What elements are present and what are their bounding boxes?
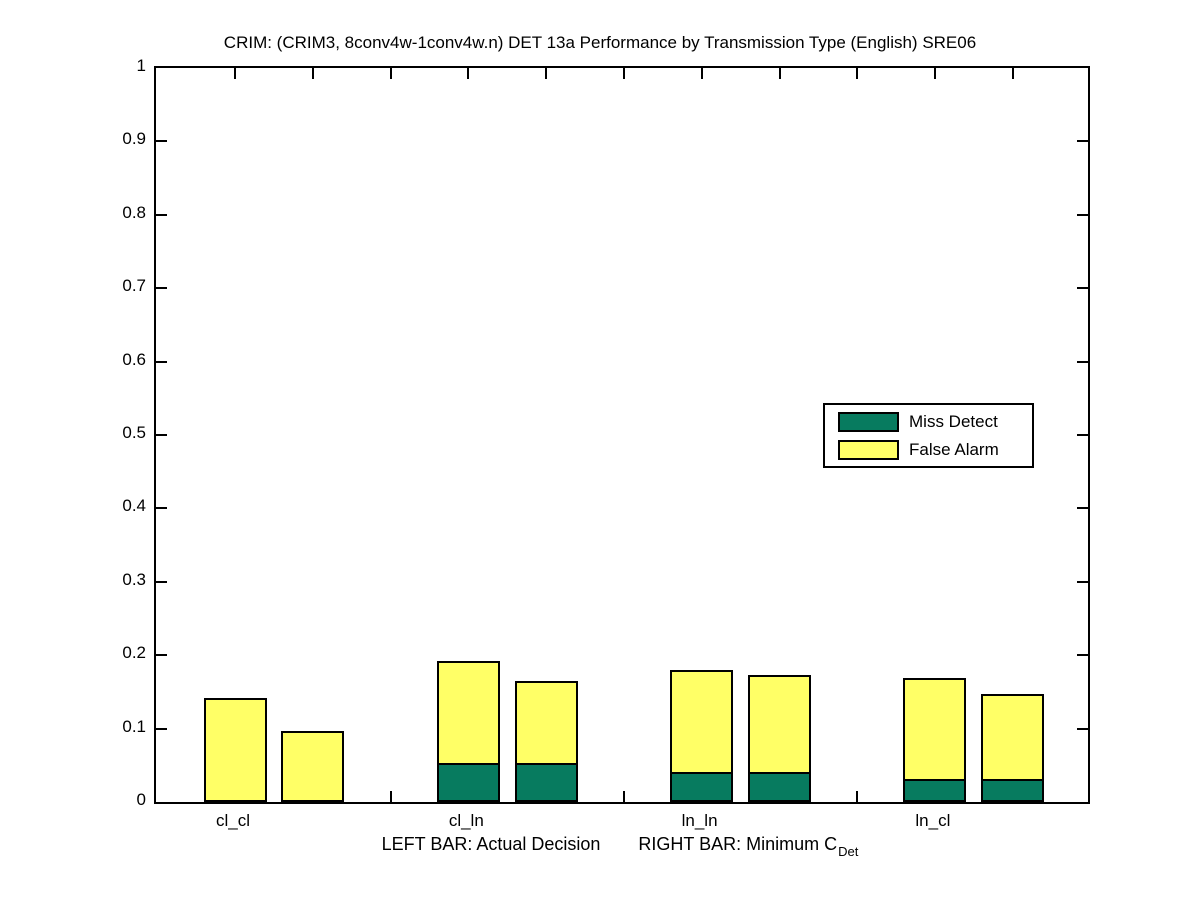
x-axis-tick-top [623, 68, 625, 79]
y-axis-tick-left [156, 287, 167, 290]
bar-min-cdet-ln_cl [981, 694, 1045, 802]
legend: Miss Detect False Alarm [823, 403, 1034, 468]
y-axis-tick-left [156, 360, 167, 363]
miss-detect-swatch [838, 412, 899, 432]
bar-actual-ln_ln [670, 669, 734, 802]
x-axis-tick-bottom [623, 791, 625, 802]
y-tick-label: 1 [136, 56, 146, 75]
y-axis-tick-right [1077, 654, 1088, 657]
bar-min-cdet-ln_ln [747, 675, 811, 802]
y-tick-label: 0.1 [122, 716, 146, 736]
x-category-label: ln_cl [915, 811, 951, 830]
bar-actual-cl_ln [436, 661, 500, 802]
y-axis-tick-right [1077, 140, 1088, 143]
x-axis-tick-top [311, 68, 314, 79]
x-axis-tick-top [700, 68, 703, 79]
x-axis-tick-top [934, 68, 937, 79]
miss-detect-segment [672, 772, 732, 800]
miss-detect-segment [438, 762, 498, 800]
miss-detect-segment [983, 778, 1043, 800]
x-axis-tick-top [234, 68, 236, 79]
y-axis-tick-right [1077, 360, 1088, 363]
false-alarm-swatch [838, 440, 899, 460]
x-category-label: cl_ln [448, 811, 484, 830]
y-axis-tick-left [156, 507, 167, 510]
x-axis-label-right: RIGHT BAR: Minimum C [638, 834, 838, 854]
legend-entry-miss-detect: Miss Detect [838, 412, 1032, 433]
x-axis-tick-top [545, 68, 548, 79]
y-axis-tick-right [1077, 213, 1088, 216]
y-tick-label: 0.8 [122, 202, 146, 222]
x-category-label: cl_cl [215, 811, 250, 830]
y-axis-tick-left [156, 580, 167, 583]
chart-title: CRIM: (CRIM3, 8conv4w-1conv4w.n) DET 13a… [223, 33, 977, 52]
y-axis-tick-left [156, 213, 167, 216]
legend-label-false-alarm: False Alarm [909, 440, 999, 459]
x-axis-tick-top [389, 68, 392, 79]
x-axis-label-subscript: Det [838, 844, 859, 859]
x-axis-label-left: LEFT BAR: Actual Decision [381, 834, 601, 854]
bar-min-cdet-cl_ln [514, 680, 578, 802]
x-axis-tick-bottom [389, 791, 392, 802]
y-axis-tick-left [156, 434, 167, 436]
bar-actual-ln_cl [903, 677, 967, 802]
x-axis-tick-bottom [856, 791, 859, 802]
x-axis-tick-top [1012, 68, 1014, 79]
y-axis-tick-right [1077, 727, 1088, 730]
y-tick-label: 0.6 [122, 349, 146, 369]
y-tick-label: 0.2 [122, 643, 146, 663]
y-axis-tick-right [1077, 580, 1088, 583]
legend-label-miss-detect: Miss Detect [909, 412, 998, 431]
x-axis-tick-top [856, 68, 859, 79]
y-axis-tick-right [1077, 507, 1088, 510]
miss-detect-segment [749, 772, 809, 800]
x-axis-label: LEFT BAR: Actual Decision RIGHT BAR: Mini… [154, 834, 1086, 859]
x-axis-tick-top [467, 68, 470, 79]
y-tick-label: 0.3 [122, 569, 146, 589]
miss-detect-segment [905, 778, 965, 800]
y-tick-label: 0 [136, 790, 146, 809]
y-axis-tick-left [156, 654, 167, 657]
y-axis-tick-right [1077, 434, 1088, 436]
y-tick-label: 0.4 [122, 496, 146, 516]
bar-min-cdet-cl_cl [281, 730, 345, 802]
y-axis-tick-left [156, 727, 167, 730]
y-tick-label: 0.7 [122, 276, 146, 296]
miss-detect-segment [516, 762, 576, 800]
y-axis-tick-right [1077, 287, 1088, 290]
legend-entry-false-alarm: False Alarm [838, 440, 1032, 461]
x-axis-tick-top [778, 68, 781, 79]
bar-actual-cl_cl [203, 697, 267, 802]
y-axis-tick-left [156, 140, 167, 143]
y-tick-label: 0.9 [122, 129, 146, 149]
x-category-label: ln_ln [681, 811, 718, 830]
y-tick-label: 0.5 [122, 423, 146, 442]
